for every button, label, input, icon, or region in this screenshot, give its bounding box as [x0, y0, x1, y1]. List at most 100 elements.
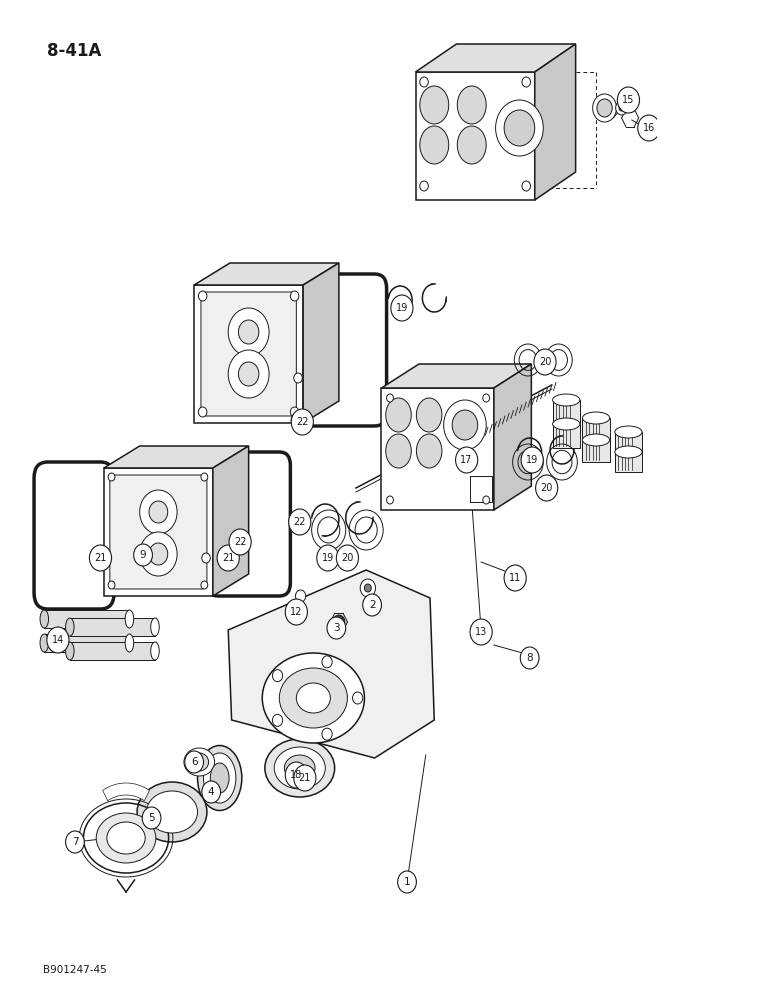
Circle shape [618, 87, 639, 113]
Circle shape [363, 594, 381, 616]
Ellipse shape [284, 755, 315, 781]
FancyBboxPatch shape [201, 292, 296, 416]
Text: 2: 2 [369, 600, 375, 610]
Ellipse shape [553, 394, 580, 406]
Bar [470, 476, 493, 502]
Circle shape [615, 101, 628, 115]
Circle shape [520, 647, 539, 669]
Text: 22: 22 [296, 417, 309, 427]
Ellipse shape [553, 418, 580, 430]
Polygon shape [494, 364, 531, 510]
Ellipse shape [296, 683, 330, 713]
Polygon shape [415, 44, 576, 72]
FancyBboxPatch shape [110, 475, 207, 589]
Bar [44, 634, 130, 652]
Circle shape [294, 765, 316, 791]
Ellipse shape [184, 748, 215, 776]
FancyBboxPatch shape [34, 462, 114, 609]
Text: 14: 14 [52, 635, 64, 645]
Circle shape [294, 373, 303, 383]
Circle shape [217, 545, 239, 571]
Ellipse shape [416, 434, 442, 468]
Circle shape [289, 509, 311, 535]
Bar [69, 642, 155, 660]
Circle shape [229, 350, 269, 398]
Ellipse shape [66, 618, 74, 636]
Circle shape [536, 475, 557, 501]
Text: 8: 8 [527, 653, 533, 663]
Circle shape [140, 490, 177, 534]
Circle shape [90, 545, 111, 571]
FancyBboxPatch shape [207, 452, 290, 596]
Text: 21: 21 [222, 553, 235, 563]
Circle shape [47, 627, 69, 653]
Bar [553, 400, 580, 448]
Bar [69, 618, 155, 636]
Ellipse shape [386, 398, 411, 432]
Ellipse shape [137, 782, 207, 842]
Circle shape [593, 94, 617, 122]
Circle shape [387, 496, 394, 504]
Text: 15: 15 [622, 95, 635, 105]
Ellipse shape [40, 610, 49, 628]
Circle shape [504, 110, 535, 146]
Ellipse shape [40, 634, 49, 652]
Ellipse shape [151, 618, 159, 636]
Text: 4: 4 [208, 787, 215, 797]
Ellipse shape [147, 791, 198, 833]
Text: 11: 11 [509, 573, 521, 583]
Circle shape [619, 105, 625, 111]
Circle shape [239, 320, 259, 344]
Ellipse shape [125, 610, 134, 628]
Circle shape [233, 534, 243, 546]
Text: 22: 22 [293, 517, 306, 527]
Text: 19: 19 [526, 455, 538, 465]
Ellipse shape [107, 822, 145, 854]
Circle shape [140, 532, 177, 576]
Text: 3: 3 [333, 623, 340, 633]
Circle shape [201, 781, 221, 803]
Text: 21: 21 [299, 773, 311, 783]
Ellipse shape [457, 86, 486, 124]
Circle shape [534, 349, 556, 375]
Polygon shape [194, 285, 303, 423]
Circle shape [317, 545, 339, 571]
Circle shape [522, 181, 530, 191]
Circle shape [398, 871, 416, 893]
Ellipse shape [582, 434, 610, 446]
Ellipse shape [457, 126, 486, 164]
Text: 19: 19 [396, 303, 408, 313]
Circle shape [290, 291, 299, 301]
Circle shape [333, 615, 345, 629]
Text: B901247-45: B901247-45 [42, 965, 107, 975]
Circle shape [66, 831, 84, 853]
Polygon shape [535, 44, 576, 200]
Text: 22: 22 [234, 537, 246, 547]
Circle shape [444, 400, 486, 450]
Circle shape [638, 115, 660, 141]
Polygon shape [303, 263, 339, 423]
Text: 17: 17 [460, 455, 472, 465]
Circle shape [142, 807, 161, 829]
Ellipse shape [262, 653, 364, 743]
Circle shape [286, 762, 307, 788]
Circle shape [470, 619, 493, 645]
Polygon shape [104, 446, 249, 468]
Circle shape [108, 581, 115, 589]
Circle shape [522, 77, 530, 87]
Circle shape [322, 728, 332, 740]
Polygon shape [229, 570, 435, 758]
Circle shape [364, 584, 371, 592]
Bar [582, 418, 610, 462]
Text: 16: 16 [643, 123, 655, 133]
Ellipse shape [274, 747, 325, 789]
Circle shape [201, 473, 208, 481]
Text: 9: 9 [140, 550, 147, 560]
Text: 1: 1 [404, 877, 411, 887]
Circle shape [149, 501, 168, 523]
Circle shape [198, 291, 207, 301]
Polygon shape [381, 388, 494, 510]
Text: 8-41A: 8-41A [47, 42, 101, 60]
Polygon shape [381, 364, 531, 388]
Circle shape [766, 432, 772, 458]
